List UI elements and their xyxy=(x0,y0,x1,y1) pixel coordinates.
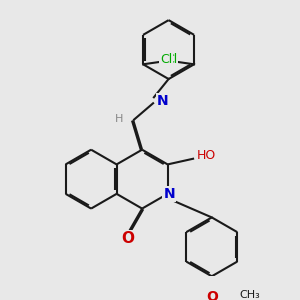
Text: N: N xyxy=(163,187,175,201)
Text: Cl: Cl xyxy=(165,53,177,66)
Text: H: H xyxy=(115,114,123,124)
Text: O: O xyxy=(206,290,218,300)
Text: HO: HO xyxy=(197,149,216,162)
Text: CH₃: CH₃ xyxy=(240,290,260,300)
Text: N: N xyxy=(157,94,169,108)
Text: Cl: Cl xyxy=(160,53,172,66)
Text: O: O xyxy=(121,231,134,246)
